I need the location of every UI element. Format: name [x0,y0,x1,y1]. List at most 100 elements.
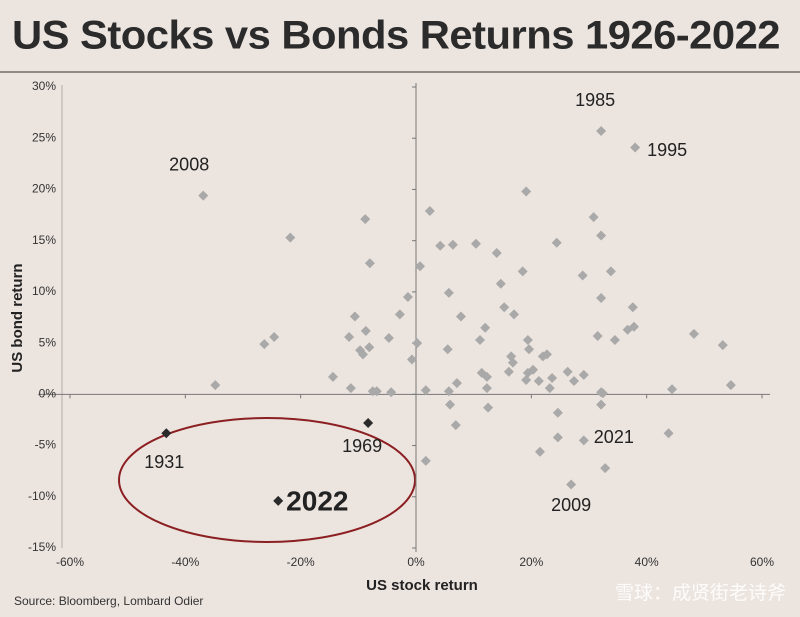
point [435,240,446,251]
point [443,287,454,298]
point [327,371,338,382]
point [578,435,589,446]
x-tick-label: -40% [171,555,199,569]
point-label: 2022 [286,485,348,516]
y-tick-label: -10% [28,489,56,503]
x-tick-label: 40% [635,555,659,569]
point-label: 2021 [594,427,634,447]
point [480,322,491,333]
point [544,383,555,394]
point [609,335,620,346]
point-label: 2009 [551,495,591,515]
point [424,205,435,216]
x-axis-label: US stock return [366,577,478,594]
point [592,330,603,341]
y-tick-label: -15% [28,540,56,554]
point [630,142,641,153]
point [551,237,562,248]
point [415,261,426,272]
y-tick-label: 5% [39,335,57,349]
point-label: 1995 [647,140,687,160]
y-tick-label: 25% [32,130,56,144]
point [547,372,558,383]
point [627,302,638,313]
x-tick-label: 0% [407,555,425,569]
point [503,366,514,377]
y-tick-label: 20% [32,182,56,196]
point [442,344,453,355]
point [588,212,599,223]
point [562,366,573,377]
x-tick-label: -20% [287,555,315,569]
point [725,380,736,391]
point [541,349,552,360]
point [394,309,405,320]
point [491,247,502,258]
point [495,278,506,289]
point [344,331,355,342]
point [420,385,431,396]
point [455,311,466,322]
point [528,364,539,375]
point [447,239,458,250]
point [507,357,518,368]
y-axis-label: US bond return [9,263,26,372]
x-tick-label: -60% [56,555,84,569]
point [517,266,528,277]
point [364,258,375,269]
chart-title: US Stocks vs Bonds Returns 1926-2022 [12,14,780,58]
point [450,420,461,431]
point [285,232,296,243]
point [552,432,563,443]
point [161,428,172,439]
point [420,455,431,466]
y-tick-label: 15% [32,233,56,247]
x-tick-label: 20% [519,555,543,569]
point [509,309,520,320]
point [534,446,545,457]
x-tick-label: 60% [750,555,774,569]
point-label: 2008 [169,154,209,174]
point [443,386,454,397]
point [273,495,284,506]
y-tick-label: 10% [32,284,56,298]
point [371,386,382,397]
highlight-ellipse [118,417,416,543]
point [522,335,533,346]
point [597,388,608,399]
point [521,374,532,385]
point [569,376,580,387]
point [451,378,462,389]
point [349,311,360,322]
point [481,383,492,394]
point [596,399,607,410]
point [363,418,374,429]
point [259,339,270,350]
point [483,402,494,413]
point [596,293,607,304]
point [364,342,375,353]
point-label: 1985 [575,90,615,110]
point [357,349,368,360]
point-label: 1969 [342,436,382,456]
point [383,332,394,343]
point [360,325,371,336]
point [386,387,397,398]
point [717,340,728,351]
point [605,266,616,277]
point [402,292,413,303]
point [412,338,423,349]
point [524,344,535,355]
point [596,230,607,241]
point [506,351,517,362]
point [578,369,589,380]
point-label: 1931 [144,452,184,472]
point [269,331,280,342]
point [521,186,532,197]
point [663,428,674,439]
point [600,463,611,474]
point [533,376,544,387]
point [470,238,481,249]
